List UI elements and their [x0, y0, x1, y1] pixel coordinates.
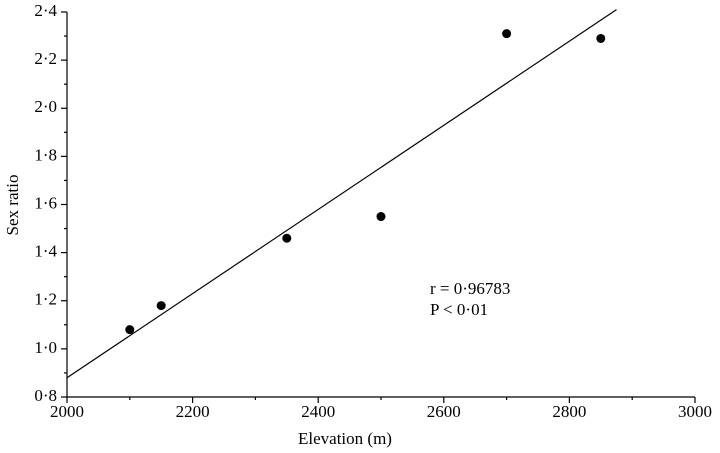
- y-tick-label: 2·4: [34, 1, 57, 20]
- x-tick-label: 2000: [50, 402, 84, 421]
- point: [596, 33, 606, 43]
- x-tick-label: 3000: [678, 402, 712, 421]
- point: [502, 29, 512, 39]
- x-axis-label: Elevation (m): [298, 429, 392, 448]
- x-tick-label: 2200: [176, 402, 210, 421]
- point: [282, 233, 292, 243]
- x-tick-label: 2800: [552, 402, 586, 421]
- fit-line: [66, 9, 617, 379]
- y-tick-label: 2·2: [34, 49, 57, 68]
- y-tick-label: 1·0: [34, 338, 57, 357]
- y-tick-label: 1·6: [34, 193, 57, 212]
- point: [125, 325, 135, 335]
- y-tick-label: 1·8: [34, 145, 57, 164]
- point: [376, 212, 386, 222]
- x-tick-label: 2600: [427, 402, 461, 421]
- y-tick-label: 1·2: [34, 290, 57, 309]
- y-tick-label: 0·8: [34, 386, 57, 405]
- y-axis-label: Sex ratio: [3, 175, 22, 236]
- annotation: r = 0·96783: [430, 279, 510, 298]
- x-tick-label: 2400: [301, 402, 335, 421]
- annotation: P < 0·01: [430, 300, 488, 319]
- point: [156, 301, 166, 311]
- y-tick-label: 2·0: [34, 97, 57, 116]
- y-tick-label: 1·4: [34, 242, 57, 261]
